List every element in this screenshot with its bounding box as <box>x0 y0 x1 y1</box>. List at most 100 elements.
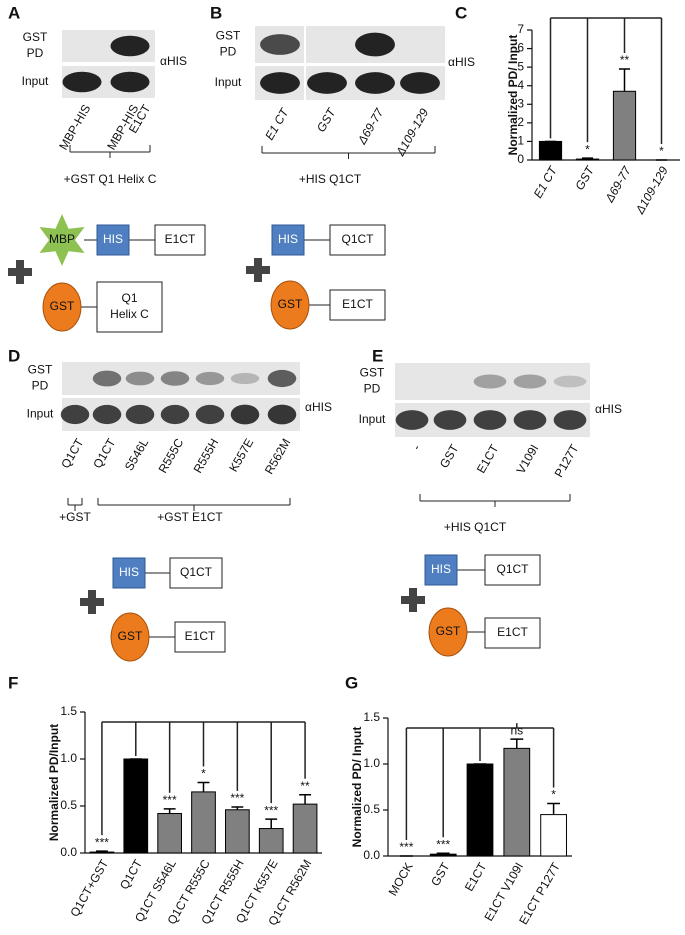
blot-row-label: GST <box>216 29 241 43</box>
his-label: HIS <box>103 232 123 246</box>
condition-label: +HIS Q1CT <box>444 520 507 534</box>
panel-label: F <box>8 673 18 692</box>
lane-label: Q1CT <box>90 436 118 471</box>
significance-label: * <box>201 767 206 781</box>
significance-label: *** <box>163 793 177 807</box>
significance-label: *** <box>230 791 244 805</box>
antibody-label: αHIS <box>305 400 332 414</box>
error-bar <box>547 802 561 815</box>
band <box>355 32 395 57</box>
protein-box <box>154 224 206 256</box>
band <box>260 34 300 55</box>
error-bar <box>510 738 524 749</box>
x-tick-label: GST <box>572 163 597 193</box>
lane-label: GST <box>437 442 462 471</box>
lane-label: Q1CT <box>58 436 86 471</box>
panel-label: B <box>210 3 222 22</box>
significance-label: ns <box>510 723 523 737</box>
band <box>395 410 429 430</box>
band <box>307 72 347 94</box>
y-tick-label: 3 <box>517 96 524 110</box>
band <box>400 72 440 94</box>
error-bar <box>436 852 450 855</box>
y-tick-label: 0.0 <box>60 845 77 859</box>
protein-box <box>329 224 386 256</box>
lane-label: P127T <box>552 442 582 480</box>
tag-star <box>39 214 85 266</box>
panel-label: E <box>372 346 383 365</box>
lane-label: R555C <box>156 436 187 476</box>
error-bar <box>618 68 631 92</box>
band <box>92 404 122 425</box>
protein-box <box>329 289 386 321</box>
bar <box>225 809 250 854</box>
y-tick-label: 5 <box>517 59 524 73</box>
protein-label: E1CT <box>342 297 373 311</box>
band <box>553 375 587 388</box>
band <box>473 410 507 430</box>
band <box>513 374 547 389</box>
his-tag <box>112 557 146 589</box>
plus-sign <box>8 260 32 284</box>
protein-label: E1CT <box>165 232 196 246</box>
condition-label: +GST E1CT <box>157 510 223 524</box>
protein-label: Helix C <box>110 307 149 321</box>
condition-label: +GST Q1 Helix C <box>64 172 157 186</box>
y-tick-label: 0 <box>517 152 524 166</box>
his-label: HIS <box>119 565 139 579</box>
significance-label: * <box>659 144 664 158</box>
panel-label: G <box>345 673 358 692</box>
protein-label: Q1CT <box>341 232 374 246</box>
tag-label: MBP <box>49 232 75 246</box>
bar <box>466 763 494 857</box>
gst-tag <box>42 282 82 332</box>
significance-label: *** <box>436 837 450 851</box>
his-tag <box>271 224 305 256</box>
error-bar <box>197 781 210 792</box>
blot-row-label: GST <box>360 366 385 380</box>
his-tag <box>424 554 458 586</box>
lane-label: K557E <box>226 436 256 474</box>
lane-label: Δ109-129 <box>393 106 432 159</box>
significance-label: ** <box>620 53 630 67</box>
gst-tag <box>428 607 468 657</box>
bar <box>191 791 216 854</box>
protein-label: Q1CT <box>496 562 529 576</box>
plus-sign <box>401 588 425 612</box>
gst-label: GST <box>278 297 303 311</box>
antibody-label: αHIS <box>448 55 475 69</box>
x-tick-label: GST <box>428 860 453 889</box>
band <box>62 71 102 93</box>
blot-row-label: GST <box>23 30 48 44</box>
band <box>160 371 190 386</box>
lane-label: MBP-HIS <box>56 102 93 152</box>
bar <box>89 851 115 854</box>
panel-label: D <box>8 346 20 365</box>
band <box>267 369 297 388</box>
bar <box>538 140 563 161</box>
gst-label: GST <box>118 629 143 643</box>
blot-strip <box>395 363 590 400</box>
error-bar <box>163 808 176 814</box>
protein-label: E1CT <box>185 629 216 643</box>
lane-label: Δ69-77 <box>354 105 387 148</box>
bar <box>503 747 531 857</box>
bar <box>612 90 637 161</box>
error-bar <box>581 157 594 160</box>
bar <box>258 828 284 854</box>
band <box>195 371 225 386</box>
gst-label: GST <box>436 624 461 638</box>
lane-label: S546L <box>122 436 152 473</box>
blot-row-label: Input <box>27 407 54 421</box>
bar <box>575 158 600 161</box>
error-bar <box>265 818 278 829</box>
band <box>553 410 587 430</box>
protein-label: E1CT <box>497 625 528 639</box>
band <box>230 372 260 385</box>
his-label: HIS <box>278 232 298 246</box>
x-tick-label: Δ109-129 <box>632 164 671 217</box>
significance-label: *** <box>95 835 109 849</box>
y-axis-label: Normalized PD/Input <box>47 724 61 841</box>
antibody-label: αHIS <box>595 402 622 416</box>
blot-row-label: PD <box>364 382 381 396</box>
